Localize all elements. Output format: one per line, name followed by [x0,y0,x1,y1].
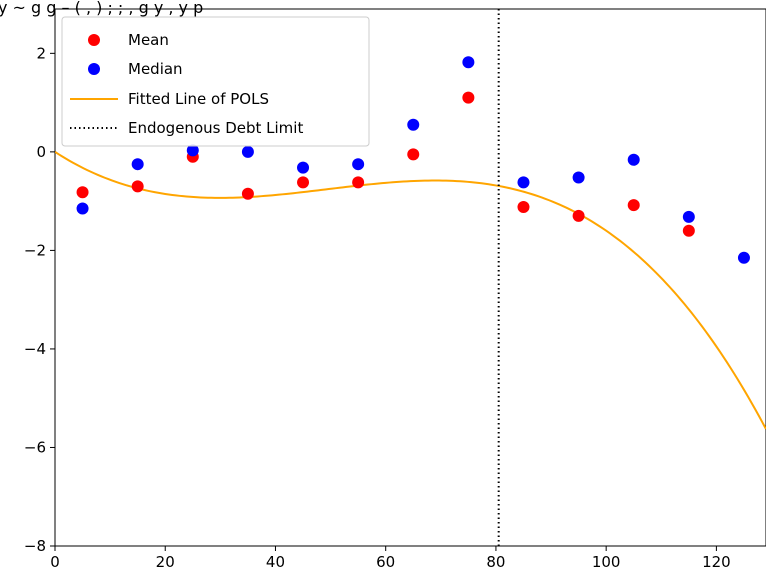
y-tick-label: −2 [24,241,46,259]
x-tick-label: 0 [50,553,60,571]
fit-layer [55,151,766,430]
fitted-line [55,151,766,430]
legend: Mean Median Fitted Line of POLS Endogenous … [61,16,370,147]
median-point [241,145,254,158]
x-tick-label: 60 [376,553,395,571]
mean-point [131,180,144,193]
mean-point [407,148,420,161]
median-point [517,176,530,189]
legend-marker-median [88,63,100,75]
x-tick-label: 80 [486,553,505,571]
mean-point [517,201,530,214]
median-point [186,144,199,157]
legend-marker-mean [88,34,100,46]
median-point [352,158,365,171]
median-point [627,153,640,166]
y-tick-label: 2 [36,44,46,62]
median-point [737,251,750,264]
legend-label-endogenous-debt-limit: Endogenous Debt Limit [128,119,303,137]
median-point [76,202,89,215]
y-axis: 2 0 −2 −4 −6 −8 [24,44,55,555]
median-point [682,210,695,223]
mean-point [462,91,475,104]
mean-point [76,186,89,199]
y-tick-label: 0 [36,143,46,161]
legend-label-median: Median [128,60,183,78]
legend-label-mean: Mean [128,31,169,49]
mean-point [241,187,254,200]
median-point [462,56,475,69]
y-tick-label: −6 [24,438,46,456]
mean-point [682,224,695,237]
legend-box [61,16,370,147]
plot-frame [54,8,766,547]
mean-point [572,209,585,222]
x-tick-label: 120 [702,553,731,571]
x-tick-label: 20 [156,553,175,571]
median-point [297,161,310,174]
mean-point [627,199,640,212]
mean-point [297,176,310,189]
median-point [407,118,420,131]
x-tick-label: 40 [266,553,285,571]
median-point [572,171,585,184]
points-layer [76,56,750,264]
legend-label-fitted-line-of-pols: Fitted Line of POLS [128,90,269,108]
y-tick-label: −8 [24,537,46,555]
median-point [131,158,144,171]
x-tick-label: 100 [592,553,621,571]
mean-point [352,176,365,189]
x-axis: 0 20 40 60 80 100 120 [50,546,731,571]
y-tick-label: −4 [24,340,46,358]
